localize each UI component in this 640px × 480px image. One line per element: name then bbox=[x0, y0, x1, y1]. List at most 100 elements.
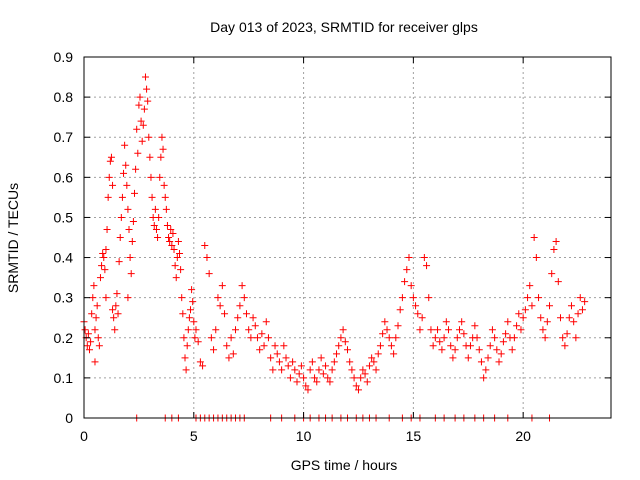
data-point-marker bbox=[232, 326, 240, 334]
data-point-marker bbox=[528, 302, 536, 310]
data-point-marker bbox=[530, 234, 538, 241]
data-point-marker bbox=[333, 350, 341, 358]
data-point-marker bbox=[407, 282, 415, 290]
data-point-marker bbox=[229, 350, 237, 358]
data-point-marker bbox=[574, 310, 582, 318]
data-point-marker bbox=[546, 302, 554, 310]
data-point-marker bbox=[148, 193, 156, 201]
data-point-marker bbox=[81, 326, 89, 334]
data-point-marker bbox=[212, 326, 220, 334]
data-point-marker bbox=[499, 338, 507, 346]
data-point-marker bbox=[162, 205, 170, 213]
data-point-marker bbox=[165, 234, 173, 241]
data-point-marker bbox=[159, 145, 167, 153]
data-point-marker bbox=[317, 354, 325, 362]
data-point-marker bbox=[90, 282, 98, 290]
data-point-marker bbox=[515, 310, 523, 318]
y-tick-label: 0.1 bbox=[54, 370, 74, 386]
data-point-marker bbox=[379, 330, 387, 338]
y-tick-label: 0.6 bbox=[54, 169, 74, 185]
x-tick-label: 10 bbox=[296, 428, 312, 444]
data-point-marker bbox=[449, 354, 457, 362]
data-point-marker bbox=[216, 302, 224, 310]
data-point-marker bbox=[183, 342, 191, 350]
data-point-marker bbox=[122, 161, 130, 169]
data-point-marker bbox=[561, 342, 569, 350]
data-point-marker bbox=[365, 362, 373, 370]
data-point-marker bbox=[245, 326, 253, 334]
data-point-marker bbox=[455, 326, 463, 334]
data-point-marker bbox=[541, 334, 549, 342]
data-point-marker bbox=[223, 342, 231, 350]
data-point-marker bbox=[134, 149, 142, 157]
data-point-marker bbox=[269, 366, 277, 374]
data-point-marker bbox=[403, 266, 411, 274]
data-point-marker bbox=[93, 302, 101, 310]
data-point-marker bbox=[559, 334, 567, 342]
data-point-marker bbox=[431, 334, 439, 342]
data-point-marker bbox=[280, 342, 288, 350]
data-point-marker bbox=[157, 153, 165, 161]
data-point-marker bbox=[324, 374, 332, 382]
data-point-marker bbox=[370, 358, 378, 366]
data-point-marker bbox=[480, 374, 488, 382]
data-point-marker bbox=[554, 278, 562, 286]
data-point-marker bbox=[390, 350, 398, 358]
data-point-marker bbox=[416, 326, 424, 334]
data-point-marker bbox=[471, 322, 479, 330]
data-point-marker bbox=[548, 270, 556, 278]
data-point-marker bbox=[240, 294, 248, 302]
data-point-marker bbox=[150, 221, 158, 229]
data-point-marker bbox=[306, 366, 314, 374]
data-point-marker bbox=[363, 378, 371, 386]
data-point-marker bbox=[169, 229, 177, 237]
data-point-marker bbox=[242, 310, 250, 318]
data-point-marker bbox=[106, 157, 114, 165]
data-point-marker bbox=[300, 374, 308, 382]
x-tick-label: 5 bbox=[190, 428, 198, 444]
data-point-marker bbox=[247, 334, 255, 342]
data-point-marker bbox=[253, 334, 261, 342]
data-point-marker bbox=[83, 342, 91, 350]
data-point-marker bbox=[517, 326, 525, 334]
data-point-marker bbox=[199, 362, 207, 370]
data-point-marker bbox=[135, 101, 143, 109]
data-point-marker bbox=[249, 314, 257, 322]
data-point-marker bbox=[346, 358, 354, 366]
data-point-marker bbox=[161, 193, 169, 201]
data-point-marker bbox=[141, 73, 149, 81]
data-point-marker bbox=[354, 386, 362, 394]
data-point-marker bbox=[423, 262, 431, 270]
y-tick-label: 0.9 bbox=[54, 49, 74, 65]
data-point-marker bbox=[170, 246, 178, 254]
data-point-marker bbox=[91, 326, 99, 334]
data-point-marker bbox=[205, 270, 213, 278]
data-point-marker bbox=[451, 346, 459, 354]
data-point-marker bbox=[335, 342, 343, 350]
data-point-marker bbox=[359, 366, 367, 374]
data-point-marker bbox=[440, 334, 448, 342]
data-point-marker bbox=[95, 342, 103, 350]
data-point-marker bbox=[313, 378, 321, 386]
data-point-marker bbox=[152, 225, 160, 233]
data-point-marker bbox=[118, 193, 126, 201]
data-point-marker bbox=[308, 358, 316, 366]
data-point-marker bbox=[258, 330, 266, 338]
data-point-marker bbox=[409, 294, 417, 302]
data-point-marker bbox=[88, 310, 96, 318]
data-point-marker bbox=[136, 93, 144, 101]
data-point-marker bbox=[189, 298, 197, 306]
data-point-marker bbox=[447, 342, 455, 350]
plot-frame bbox=[83, 56, 612, 419]
data-point-marker bbox=[174, 238, 182, 246]
data-point-marker bbox=[315, 366, 323, 374]
data-point-marker bbox=[532, 254, 540, 262]
data-point-marker bbox=[176, 250, 184, 258]
data-point-marker bbox=[453, 334, 461, 342]
data-point-marker bbox=[383, 326, 391, 334]
data-point-marker bbox=[180, 334, 188, 342]
data-point-marker bbox=[273, 350, 281, 358]
data-point-marker bbox=[539, 326, 547, 334]
data-point-marker bbox=[124, 294, 132, 302]
data-point-marker bbox=[372, 366, 380, 374]
